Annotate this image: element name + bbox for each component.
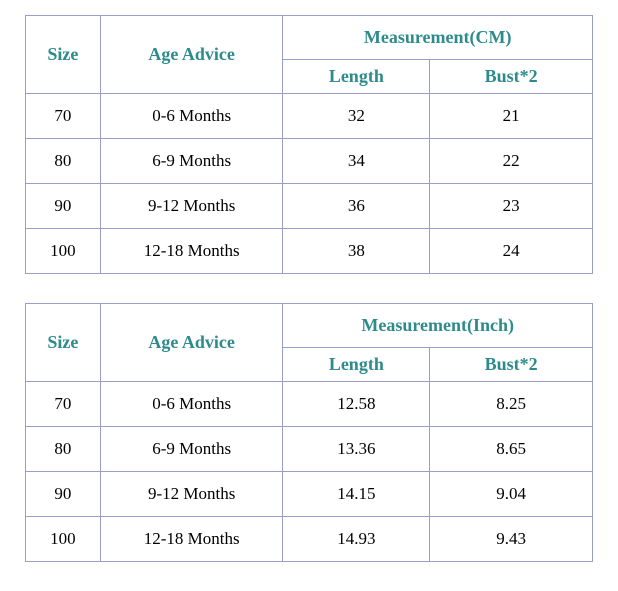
table-row: 80 6-9 Months 13.36 8.65 — [25, 426, 593, 472]
bust-cell: 8.25 — [429, 381, 593, 427]
bust-column-header: Bust*2 — [429, 347, 593, 382]
header-row-sub: Length Bust*2 — [26, 347, 593, 382]
length-cell: 38 — [282, 228, 431, 274]
table-row: 90 9-12 Months 14.15 9.04 — [25, 471, 593, 517]
age-cell: 9-12 Months — [99, 183, 284, 229]
size-cell: 70 — [25, 381, 101, 427]
size-cell: 90 — [25, 183, 101, 229]
age-advice-column-header: Age Advice — [99, 15, 284, 94]
size-cell: 100 — [25, 228, 101, 274]
age-cell: 0-6 Months — [99, 381, 284, 427]
length-cell: 12.58 — [282, 381, 431, 427]
age-cell: 6-9 Months — [99, 138, 284, 184]
age-cell: 12-18 Months — [99, 516, 284, 562]
length-column-header: Length — [282, 59, 431, 94]
size-table-cm: Size Age Advice Measurement(CM) Length B… — [25, 15, 593, 274]
age-cell: 6-9 Months — [99, 426, 284, 472]
measurement-group-header: Measurement(CM) — [282, 15, 593, 60]
table-row: 70 0-6 Months 12.58 8.25 — [25, 381, 593, 427]
length-column-header: Length — [282, 347, 431, 382]
table-row: 100 12-18 Months 38 24 — [25, 228, 593, 274]
bust-cell: 24 — [429, 228, 593, 274]
length-cell: 14.15 — [282, 471, 431, 517]
size-table-inch: Size Age Advice Measurement(Inch) Length… — [25, 303, 593, 562]
table-row: 70 0-6 Months 32 21 — [25, 93, 593, 139]
age-advice-column-header: Age Advice — [99, 303, 284, 382]
size-column-header: Size — [25, 303, 101, 382]
age-cell: 12-18 Months — [99, 228, 284, 274]
size-cell: 80 — [25, 138, 101, 184]
length-cell: 32 — [282, 93, 431, 139]
length-cell: 36 — [282, 183, 431, 229]
length-cell: 14.93 — [282, 516, 431, 562]
bust-cell: 9.43 — [429, 516, 593, 562]
table-row: 90 9-12 Months 36 23 — [25, 183, 593, 229]
length-cell: 13.36 — [282, 426, 431, 472]
size-cell: 100 — [25, 516, 101, 562]
size-cell: 80 — [25, 426, 101, 472]
bust-cell: 23 — [429, 183, 593, 229]
bust-column-header: Bust*2 — [429, 59, 593, 94]
header-row-sub: Length Bust*2 — [26, 59, 593, 94]
bust-cell: 22 — [429, 138, 593, 184]
measurement-group-header: Measurement(Inch) — [282, 303, 593, 348]
size-column-header: Size — [25, 15, 101, 94]
length-cell: 34 — [282, 138, 431, 184]
size-cell: 70 — [25, 93, 101, 139]
bust-cell: 8.65 — [429, 426, 593, 472]
age-cell: 9-12 Months — [99, 471, 284, 517]
bust-cell: 9.04 — [429, 471, 593, 517]
bust-cell: 21 — [429, 93, 593, 139]
age-cell: 0-6 Months — [99, 93, 284, 139]
header-row-group: Size Age Advice Measurement(CM) — [25, 15, 593, 94]
table-row: 100 12-18 Months 14.93 9.43 — [25, 516, 593, 562]
table-row: 80 6-9 Months 34 22 — [25, 138, 593, 184]
size-cell: 90 — [25, 471, 101, 517]
header-row-group: Size Age Advice Measurement(Inch) — [25, 303, 593, 382]
